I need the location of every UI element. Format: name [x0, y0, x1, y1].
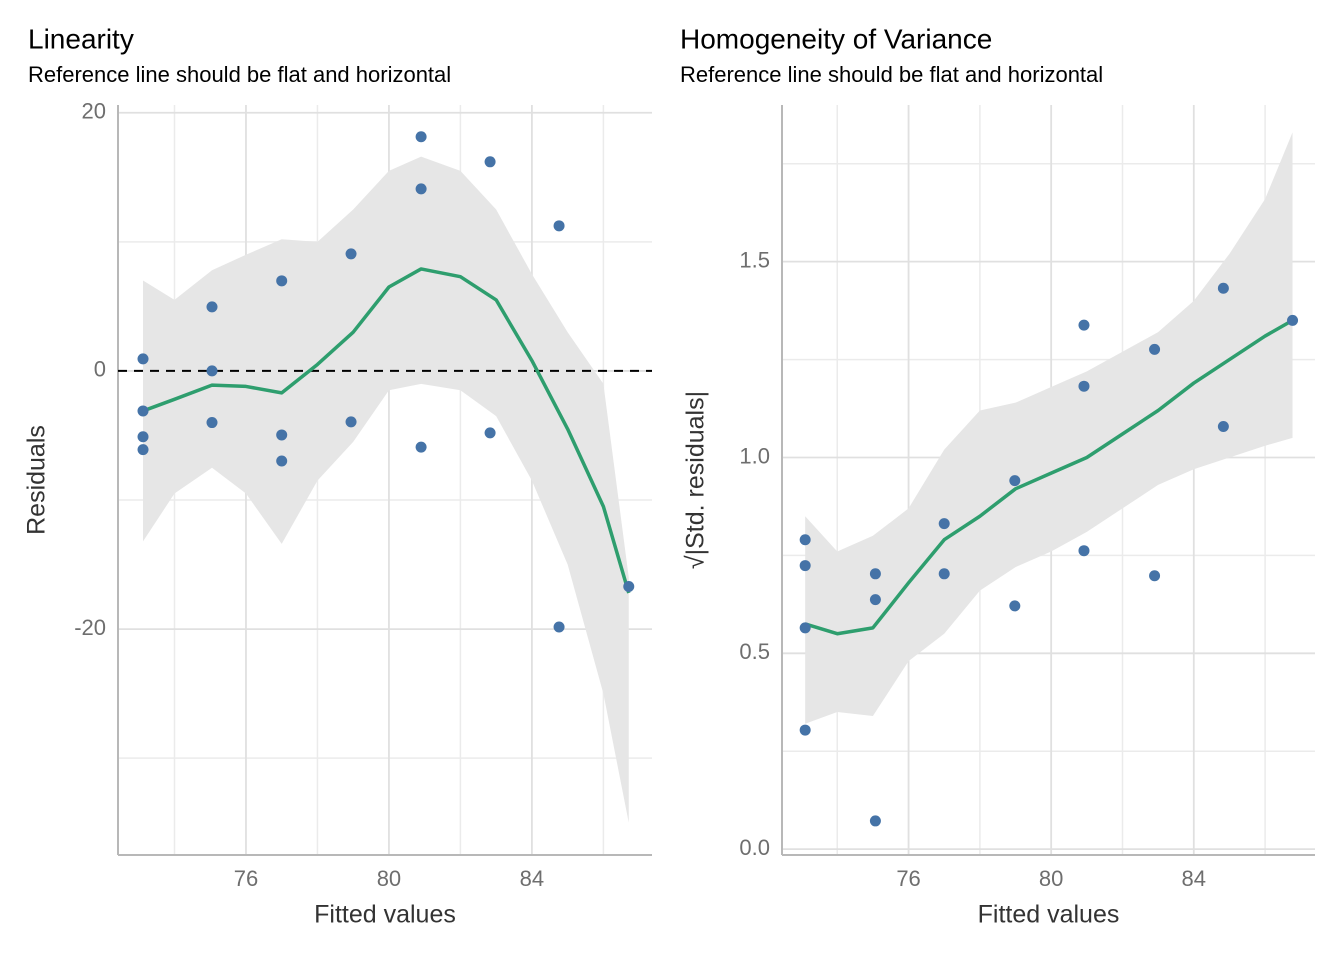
- x-tick-label: 84: [1182, 866, 1206, 891]
- data-point: [869, 568, 881, 580]
- x-axis-label: Fitted values: [314, 901, 456, 929]
- data-point: [1149, 570, 1161, 582]
- data-point: [799, 560, 811, 572]
- data-point: [276, 429, 288, 441]
- smooth-line: [142, 267, 631, 594]
- data-point: [869, 815, 881, 827]
- data-point: [484, 427, 496, 439]
- data-point: [799, 622, 811, 634]
- x-tick-label: 76: [896, 866, 920, 891]
- data-point: [415, 441, 427, 453]
- chart-title: Linearity: [28, 23, 134, 54]
- data-point: [484, 156, 496, 168]
- data-point: [276, 275, 288, 287]
- data-point: [799, 534, 811, 546]
- data-point: [1149, 343, 1161, 355]
- data-point: [206, 417, 218, 429]
- y-axis-label: √|Std. residuals|: [682, 391, 710, 569]
- data-point: [799, 724, 811, 736]
- data-point: [137, 405, 149, 417]
- y-tick-label: 20: [82, 99, 106, 124]
- x-tick-label: 76: [234, 866, 258, 891]
- x-tick-label: 80: [377, 866, 401, 891]
- confidence-band: [143, 156, 629, 823]
- y-tick-label: 0.5: [739, 639, 770, 664]
- data-point: [1078, 545, 1090, 557]
- data-point: [623, 580, 635, 592]
- data-point: [345, 416, 357, 428]
- data-point: [276, 455, 288, 467]
- y-tick-label: 1.0: [739, 443, 770, 468]
- data-point: [553, 621, 565, 633]
- data-point: [1009, 600, 1021, 612]
- data-point: [206, 301, 218, 313]
- data-point: [345, 248, 357, 260]
- data-point: [869, 594, 881, 606]
- data-point: [1078, 319, 1090, 331]
- y-tick-label: -20: [74, 615, 106, 640]
- data-point: [553, 220, 565, 232]
- y-axis-label: Residuals: [23, 425, 51, 535]
- data-point: [137, 353, 149, 365]
- x-axis-label: Fitted values: [978, 901, 1120, 929]
- y-tick-label: 1.5: [739, 247, 770, 272]
- data-point: [137, 431, 149, 443]
- y-tick-label: 0: [94, 357, 106, 382]
- data-point: [1009, 475, 1021, 487]
- data-point: [415, 183, 427, 195]
- data-point: [1217, 421, 1229, 433]
- data-point: [1217, 282, 1229, 294]
- data-point: [415, 131, 427, 143]
- chart-subtitle: Reference line should be flat and horizo…: [680, 62, 1103, 87]
- chart-subtitle: Reference line should be flat and horizo…: [28, 62, 451, 87]
- data-point: [938, 518, 950, 530]
- data-point: [206, 365, 218, 377]
- data-point: [938, 568, 950, 580]
- chart-title: Homogeneity of Variance: [680, 23, 992, 54]
- data-point: [1078, 380, 1090, 392]
- data-point: [137, 444, 149, 456]
- confidence-band: [805, 132, 1293, 724]
- data-point: [1287, 314, 1299, 326]
- x-tick-label: 80: [1039, 866, 1063, 891]
- x-tick-label: 84: [520, 866, 544, 891]
- smooth-line: [804, 318, 1294, 636]
- y-tick-label: 0.0: [739, 835, 770, 860]
